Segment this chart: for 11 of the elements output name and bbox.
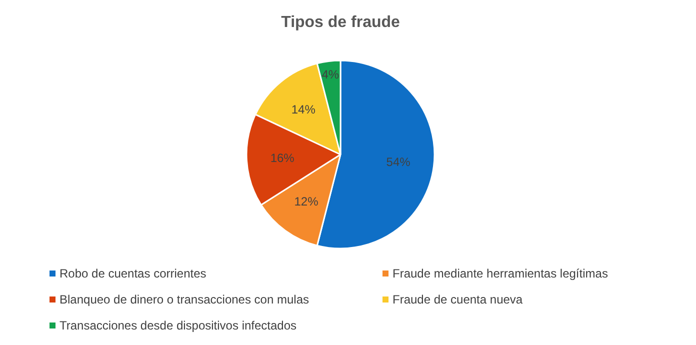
legend-label: Transacciones desde dispositivos infectados bbox=[60, 318, 297, 332]
chart-title: Tipos de fraude bbox=[281, 14, 400, 31]
data-label: 54% bbox=[386, 154, 411, 169]
legend-label: Blanqueo de dinero o transacciones con mulas bbox=[60, 292, 309, 306]
legend-label: Fraude mediante herramientas legítimas bbox=[392, 266, 608, 280]
data-label: 14% bbox=[291, 102, 316, 117]
data-label: 12% bbox=[294, 194, 319, 209]
legend-label: Robo de cuentas corrientes bbox=[60, 266, 206, 280]
legend-label: Fraude de cuenta nueva bbox=[392, 292, 523, 306]
data-label: 16% bbox=[270, 151, 295, 166]
data-label: 4% bbox=[322, 67, 340, 82]
